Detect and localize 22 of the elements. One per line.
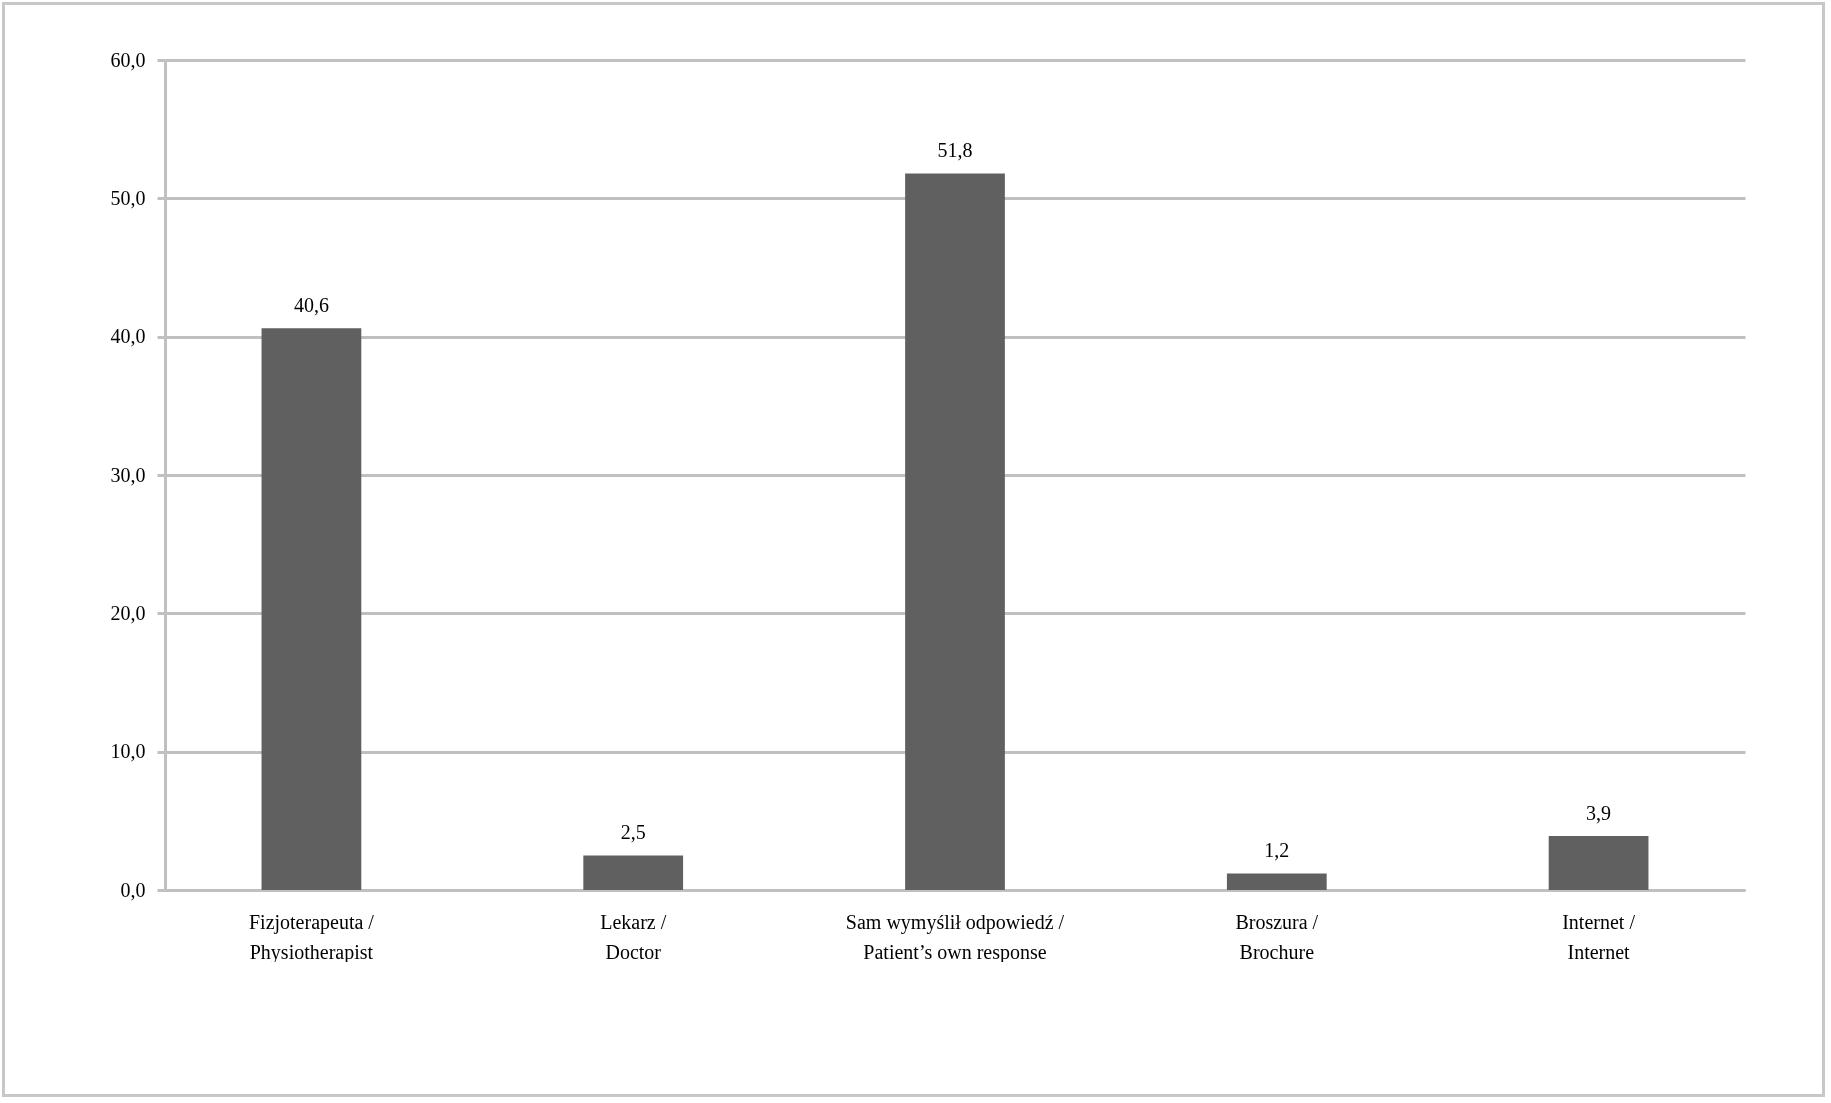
x-tick-label: Broszura / Brochure: [1235, 910, 1319, 963]
bar: [1548, 836, 1649, 890]
y-tick-label: 50,0: [110, 186, 146, 209]
data-label: 1,2: [1264, 839, 1290, 862]
bar: [583, 855, 684, 890]
y-tick-label: 60,0: [110, 48, 146, 71]
x-tick-label: Lekarz / Doctor: [600, 910, 667, 963]
data-label: 2,5: [620, 821, 646, 844]
data-label: 51,8: [937, 139, 973, 162]
bar: [261, 328, 362, 890]
bar: [1226, 873, 1327, 890]
y-tick-label: 0,0: [120, 878, 146, 901]
data-label: 40,6: [293, 294, 329, 317]
data-label: 3,9: [1586, 802, 1612, 825]
y-tick-label: 40,0: [110, 325, 146, 348]
x-tick-label: Sam wymyślił odpowiedź / Patient’s own response: [845, 910, 1065, 964]
x-tick-label: Internet / Internet: [1562, 910, 1636, 963]
bar: [905, 173, 1005, 890]
y-tick-label: 20,0: [110, 601, 146, 624]
y-tick-label: 30,0: [110, 463, 146, 486]
x-tick-label: Fizjoterapeuta / Physiotherapist: [248, 910, 375, 964]
y-tick-label: 10,0: [110, 740, 146, 763]
